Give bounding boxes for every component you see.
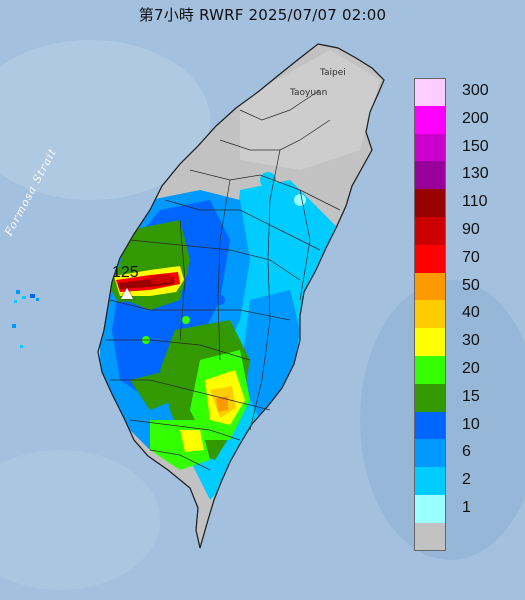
city-label-taipei: Taipei: [320, 68, 346, 78]
legend-row: 6: [412, 439, 522, 468]
legend-label: 2: [462, 471, 471, 489]
legend-row: 50: [412, 272, 522, 301]
legend-row: 110: [412, 189, 522, 217]
legend-swatch: [414, 355, 446, 384]
legend-swatch: [414, 383, 446, 412]
legend-label: 70: [462, 248, 480, 266]
sea-shade: [0, 450, 160, 590]
legend-swatch: [414, 467, 446, 495]
legend-row: 20: [412, 355, 522, 384]
legend-row: [412, 522, 522, 551]
legend-label: 40: [462, 304, 480, 322]
offshore-rain: [12, 290, 39, 348]
legend-swatch: [414, 189, 446, 217]
legend-swatch: [414, 328, 446, 356]
legend-row: 40: [412, 300, 522, 329]
color-legend: 300 200 150 130 110 90 70 50 40 30 20 15 10 6 2 1: [412, 78, 522, 551]
legend-label: 300: [462, 82, 489, 99]
legend-row: 15: [412, 383, 522, 412]
legend-row: 300: [412, 78, 522, 106]
legend-row: 2: [412, 467, 522, 495]
coastline: [97, 43, 385, 549]
station-max-value: 125: [112, 264, 139, 281]
legend-swatch: [414, 300, 446, 329]
legend-swatch: [414, 272, 446, 301]
sea-shade: [0, 40, 210, 200]
legend-label: 110: [462, 193, 488, 211]
legend-label: 1: [462, 498, 471, 516]
legend-label: 20: [462, 359, 480, 377]
legend-label: 6: [462, 443, 471, 461]
legend-swatch: [414, 439, 446, 468]
legend-label: 130: [462, 165, 489, 183]
legend-label: 200: [462, 109, 489, 127]
triangle-marker-icon: [121, 288, 133, 299]
legend-label: 10: [462, 415, 480, 433]
legend-label: 150: [462, 137, 489, 155]
legend-swatch: [414, 105, 446, 134]
legend-swatch: [414, 78, 446, 106]
legend-swatch: [414, 161, 446, 190]
legend-row: 10: [412, 411, 522, 440]
legend-row: 200: [412, 105, 522, 134]
legend-row: 150: [412, 133, 522, 162]
city-label-taoyuan: Taoyuan: [290, 88, 328, 98]
legend-label: 50: [462, 276, 480, 294]
legend-swatch: [414, 494, 446, 523]
legend-swatch: [414, 244, 446, 273]
rain-field: [100, 50, 380, 500]
legend-swatch: [414, 133, 446, 162]
map-title: 第7小時 RWRF 2025/07/07 02:00: [138, 6, 387, 24]
legend-label: 15: [462, 387, 480, 405]
legend-row: 70: [412, 244, 522, 273]
legend-row: 130: [412, 161, 522, 190]
boundary-lines: [105, 89, 341, 471]
legend-swatch: [414, 411, 446, 440]
legend-swatch: [414, 522, 446, 551]
legend-row: 1: [412, 494, 522, 523]
legend-label: 90: [462, 220, 480, 238]
legend-row: 90: [412, 216, 522, 245]
legend-swatch: [414, 216, 446, 245]
legend-label: 30: [462, 332, 480, 350]
legend-row: 30: [412, 328, 522, 356]
